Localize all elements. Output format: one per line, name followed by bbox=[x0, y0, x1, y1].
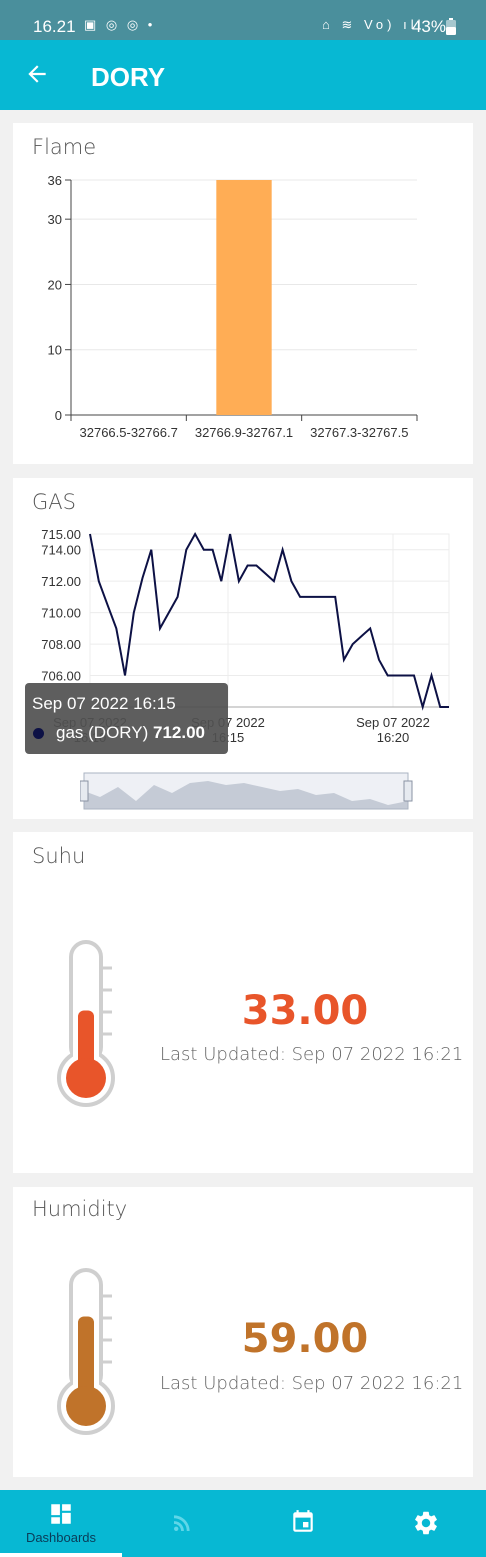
tooltip-series-marker bbox=[33, 728, 44, 739]
dashboard-icon bbox=[51, 1504, 71, 1524]
nav-item-feeds[interactable] bbox=[122, 1490, 244, 1557]
calendar-icon bbox=[293, 1510, 313, 1532]
nav-item-dashboards[interactable]: Dashboards bbox=[0, 1490, 122, 1557]
rss-feed-icon bbox=[174, 1515, 190, 1531]
humidity-last-updated: Last Updated: Sep 07 2022 16:21 bbox=[160, 1373, 464, 1394]
y-tick-label: 714.00 bbox=[41, 543, 81, 558]
bar bbox=[216, 180, 272, 415]
tooltip-timestamp: Sep 07 2022 16:15 bbox=[32, 694, 176, 713]
back-arrow-icon[interactable] bbox=[24, 61, 50, 87]
humidity-card-title: Humidity bbox=[32, 1197, 128, 1221]
page-title: DORY bbox=[91, 62, 166, 92]
status-bar: 16.21 ▣ ◎ ◎ • ⌂ ≋ Vo) ıll 43% bbox=[0, 0, 486, 40]
plot-area bbox=[89, 533, 450, 708]
settings-gear-icon bbox=[415, 1511, 437, 1535]
navigator-left-handle[interactable] bbox=[80, 780, 89, 802]
gas-card-title: GAS bbox=[32, 490, 76, 514]
notification-icons: ▣ ◎ ◎ • bbox=[84, 17, 156, 32]
y-tick-label: 10 bbox=[48, 343, 62, 358]
suhu-last-updated: Last Updated: Sep 07 2022 16:21 bbox=[160, 1044, 464, 1065]
battery-icon bbox=[446, 18, 456, 35]
y-tick-label: 712.00 bbox=[41, 574, 81, 589]
status-time: 16.21 bbox=[33, 17, 76, 36]
bottom-navigation: Dashboards bbox=[0, 1490, 486, 1557]
x-tick-label: 32766.5-32766.7 bbox=[80, 425, 178, 440]
y-tick-label: 20 bbox=[48, 277, 62, 292]
nav-item-settings[interactable] bbox=[366, 1490, 486, 1557]
chart-range-navigator[interactable] bbox=[80, 771, 414, 811]
system-status-icons: ⌂ ≋ Vo) ıll bbox=[322, 17, 425, 32]
humidity-value: 59.00 bbox=[241, 1316, 369, 1362]
navigator-right-handle[interactable] bbox=[403, 780, 413, 802]
nav-item-calendar[interactable] bbox=[244, 1490, 366, 1557]
y-tick-label: 30 bbox=[48, 212, 62, 227]
thermometer-bulb-fill bbox=[66, 1058, 106, 1098]
thermometer-icon bbox=[57, 940, 115, 1107]
y-tick-label: 706.00 bbox=[41, 669, 81, 684]
x-tick-label: Sep 07 2022 bbox=[356, 715, 430, 730]
tooltip-series-name: gas (DORY) bbox=[56, 723, 149, 742]
thermometer-fill bbox=[78, 1316, 94, 1406]
tooltip-value: 712.00 bbox=[153, 723, 205, 742]
flame-card-title: Flame bbox=[32, 135, 97, 159]
y-tick-label: 0 bbox=[55, 408, 62, 423]
nav-label-dashboards: Dashboards bbox=[25, 1530, 97, 1545]
y-tick-label: 36 bbox=[48, 173, 62, 188]
navigator-series-area bbox=[84, 781, 408, 809]
chart-tooltip: Sep 07 2022 16:15 gas (DORY) 712.00 bbox=[25, 683, 228, 754]
flame-bar-chart: 0 10 20 30 36 32766.5-32766.7 32766.9-32767.1 3… bbox=[48, 173, 418, 440]
thermometer-icon bbox=[57, 1268, 115, 1435]
y-tick-label: 710.00 bbox=[41, 606, 81, 621]
suhu-value: 33.00 bbox=[241, 988, 369, 1034]
app-bar: DORY bbox=[0, 40, 486, 110]
y-tick-label: 708.00 bbox=[41, 637, 81, 652]
tooltip-series-line: gas (DORY) 712.00 bbox=[56, 723, 205, 743]
x-tick-label: 32766.9-32767.1 bbox=[195, 425, 293, 440]
battery-percentage: 43% bbox=[411, 17, 446, 36]
x-tick-label: 16:20 bbox=[377, 730, 410, 745]
suhu-card-title: Suhu bbox=[32, 844, 86, 868]
y-tick-label: 715.00 bbox=[41, 527, 81, 542]
thermometer-bulb-fill bbox=[66, 1386, 106, 1426]
series-line-gas bbox=[89, 531, 449, 711]
x-tick-label: 32767.3-32767.5 bbox=[310, 425, 408, 440]
nav-active-indicator bbox=[0, 1553, 122, 1557]
